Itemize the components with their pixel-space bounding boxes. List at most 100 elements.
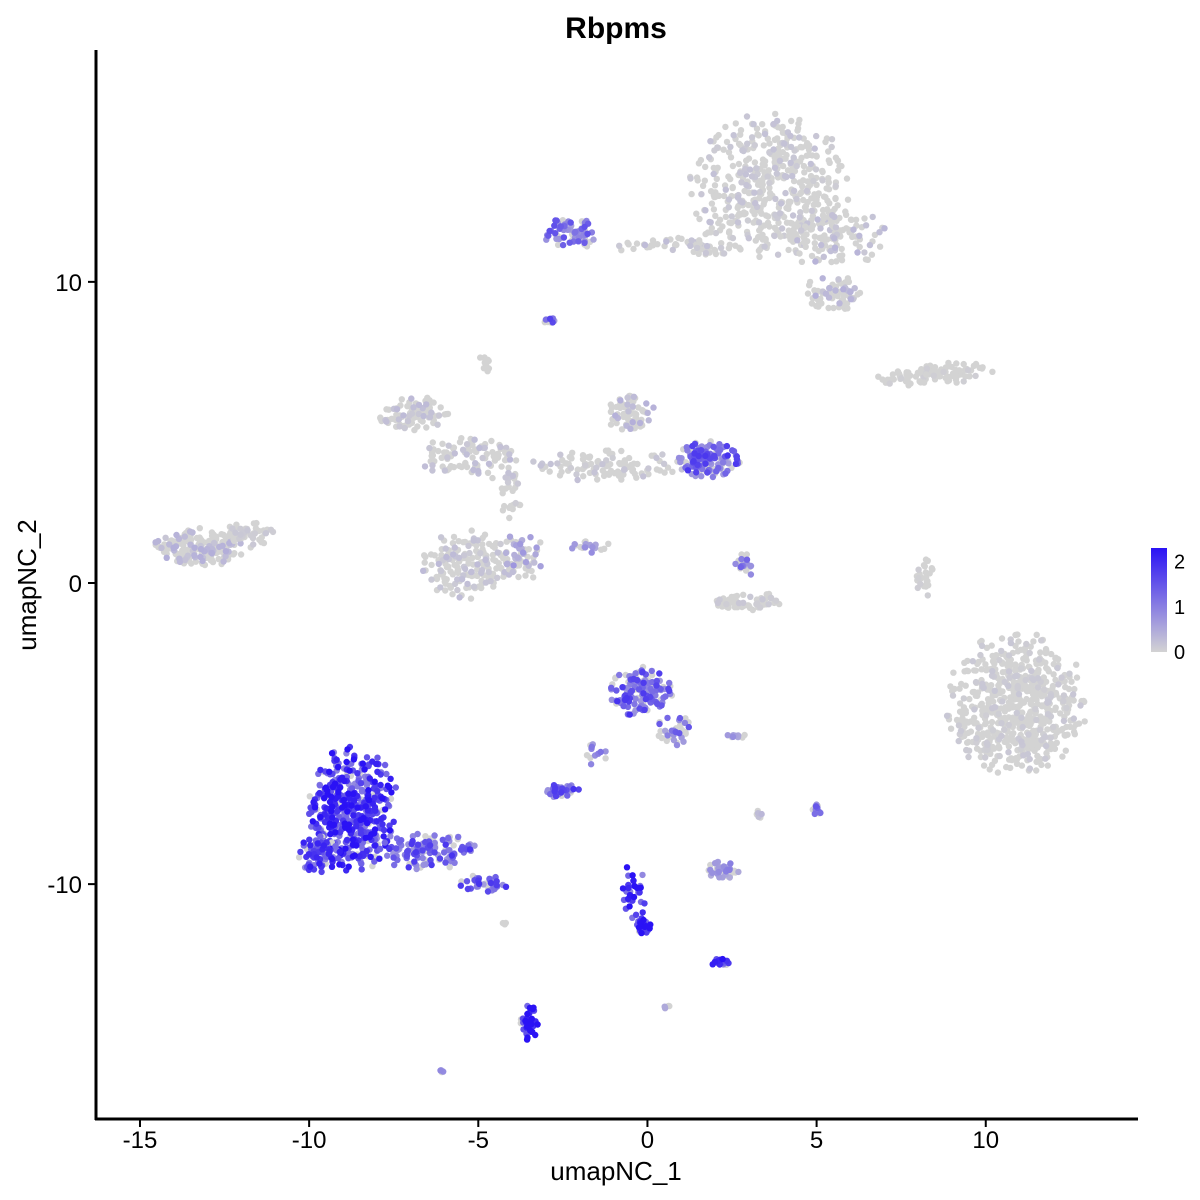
data-point xyxy=(923,365,931,372)
data-point xyxy=(712,229,720,237)
data-point xyxy=(398,837,405,844)
data-point xyxy=(581,223,588,231)
data-point xyxy=(766,184,773,191)
data-point xyxy=(163,554,170,561)
data-point xyxy=(519,549,527,556)
data-point xyxy=(464,580,471,588)
data-point xyxy=(819,220,826,227)
data-point xyxy=(443,449,450,456)
data-point xyxy=(314,840,321,847)
cluster-18 xyxy=(569,538,612,556)
data-point xyxy=(881,225,888,232)
data-point xyxy=(430,399,437,406)
data-point xyxy=(759,160,766,168)
data-point xyxy=(470,466,477,474)
data-point xyxy=(688,237,695,244)
data-point xyxy=(787,132,794,140)
data-point xyxy=(429,439,436,446)
data-point xyxy=(354,770,361,777)
data-point xyxy=(994,769,1002,776)
data-point xyxy=(718,240,725,247)
data-point xyxy=(980,762,988,769)
data-point xyxy=(295,854,303,861)
data-point xyxy=(528,1021,535,1028)
data-point xyxy=(1009,715,1016,722)
data-point xyxy=(996,752,1003,760)
data-point xyxy=(384,782,391,789)
data-point xyxy=(450,463,458,471)
data-point xyxy=(732,460,740,468)
data-point xyxy=(1007,764,1014,772)
data-point xyxy=(757,604,764,611)
data-point xyxy=(701,177,708,184)
data-point xyxy=(222,548,230,555)
data-point xyxy=(766,190,774,197)
data-point xyxy=(509,568,516,576)
data-point xyxy=(1057,710,1064,717)
data-point xyxy=(574,466,581,473)
data-point xyxy=(396,423,403,430)
data-point xyxy=(197,545,205,553)
data-point xyxy=(354,804,361,811)
data-point xyxy=(447,584,454,591)
data-point xyxy=(998,732,1005,740)
data-point xyxy=(437,534,445,541)
data-point xyxy=(720,192,728,200)
data-point xyxy=(625,884,632,892)
data-point xyxy=(722,186,729,193)
data-point xyxy=(357,816,364,824)
data-point xyxy=(411,426,418,434)
data-point xyxy=(811,191,818,198)
data-point xyxy=(739,147,746,154)
data-point xyxy=(1026,709,1034,716)
data-point xyxy=(923,371,930,378)
data-point xyxy=(1030,638,1037,645)
data-point xyxy=(461,565,469,573)
data-point xyxy=(231,550,238,557)
y-tick-label: -10 xyxy=(47,872,82,899)
data-point xyxy=(1060,697,1067,705)
data-point xyxy=(803,231,810,238)
data-point xyxy=(936,373,944,380)
data-point xyxy=(342,845,349,852)
data-point xyxy=(862,256,870,263)
data-point xyxy=(494,454,502,461)
data-point xyxy=(408,840,415,848)
data-point xyxy=(1018,700,1025,707)
data-point xyxy=(1065,685,1073,693)
data-point xyxy=(640,679,647,686)
data-point xyxy=(856,232,863,239)
data-point xyxy=(557,451,564,458)
data-point xyxy=(466,846,474,853)
data-point xyxy=(499,507,507,514)
data-point xyxy=(509,472,517,480)
y-tick-label: 10 xyxy=(55,270,82,297)
data-point xyxy=(629,419,636,426)
data-point xyxy=(336,861,343,868)
data-point xyxy=(267,526,275,533)
data-point xyxy=(807,160,814,168)
data-point xyxy=(639,871,646,879)
data-point xyxy=(590,236,597,243)
cluster-17 xyxy=(675,438,743,481)
data-point xyxy=(772,110,779,118)
data-point xyxy=(454,576,461,583)
data-point xyxy=(232,529,239,536)
data-point xyxy=(664,714,671,722)
data-point xyxy=(332,829,339,836)
data-point xyxy=(965,753,972,761)
data-point xyxy=(796,134,803,141)
data-point xyxy=(698,447,705,454)
data-point xyxy=(381,839,388,846)
data-point xyxy=(300,839,307,846)
data-point xyxy=(484,356,491,363)
data-point xyxy=(479,454,486,462)
data-point xyxy=(336,848,343,856)
data-point xyxy=(1023,685,1030,692)
data-points xyxy=(152,110,1088,1076)
data-point xyxy=(751,189,758,196)
data-point xyxy=(819,206,827,214)
data-point xyxy=(173,531,180,539)
cluster-43 xyxy=(499,919,509,928)
data-point xyxy=(437,584,444,591)
